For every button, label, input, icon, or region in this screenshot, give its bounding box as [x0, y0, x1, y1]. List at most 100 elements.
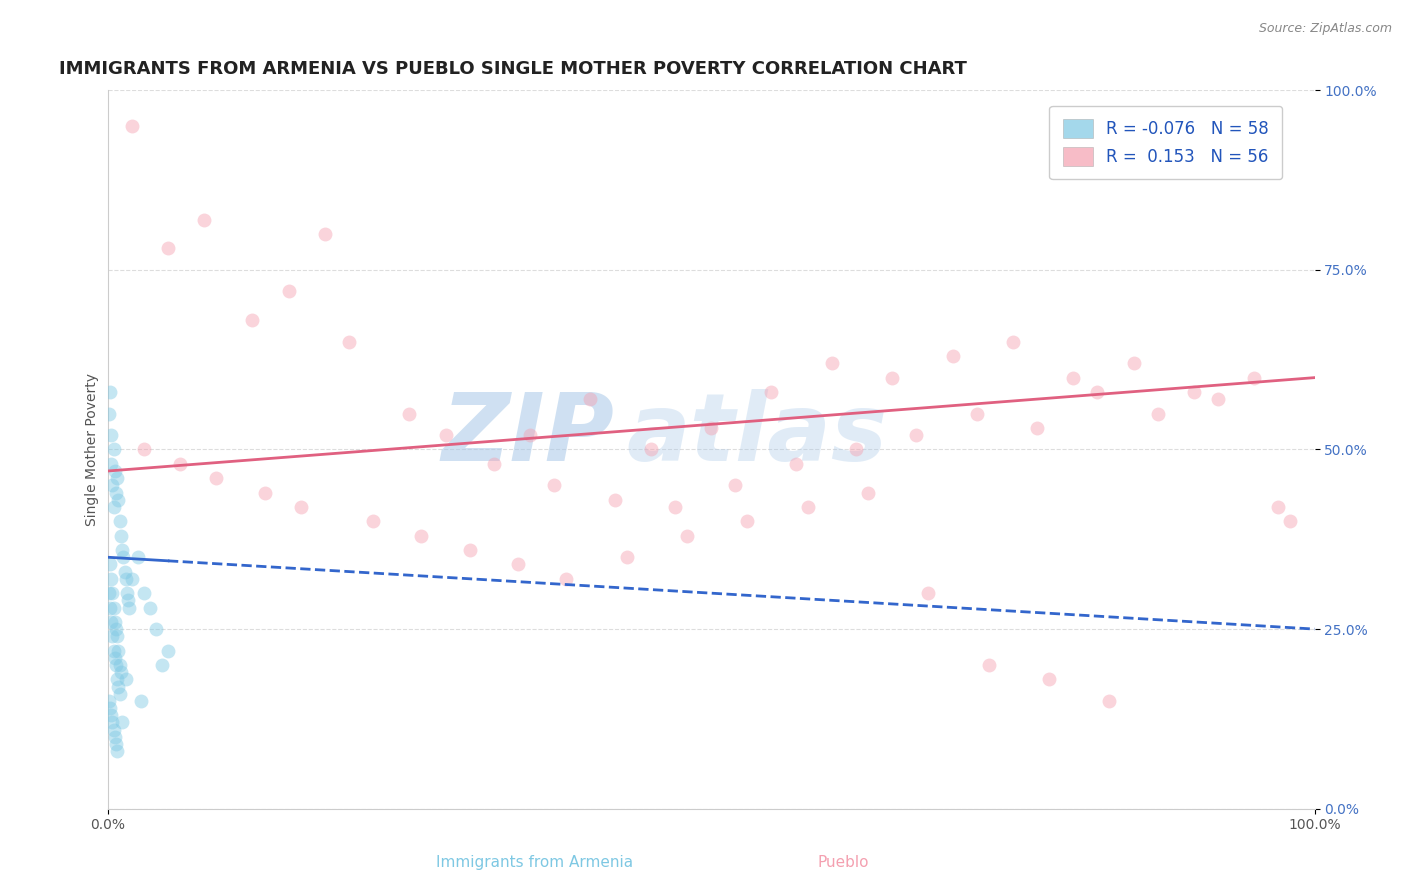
Point: [100, 615, 122, 629]
Point: [97, 407, 120, 421]
Point: [1243, 370, 1265, 384]
Point: [108, 658, 131, 673]
Point: [110, 665, 132, 680]
Point: [107, 680, 129, 694]
Point: [98, 600, 121, 615]
Point: [107, 643, 129, 657]
Point: [253, 485, 276, 500]
Point: [115, 586, 138, 600]
Point: [603, 492, 626, 507]
Point: [434, 428, 457, 442]
Point: [555, 572, 578, 586]
Point: [845, 442, 868, 457]
Point: [482, 457, 505, 471]
Point: [579, 392, 602, 407]
Point: [121, 572, 143, 586]
Point: [941, 349, 963, 363]
Point: [156, 643, 179, 657]
Point: [118, 600, 141, 615]
Point: [121, 119, 143, 133]
Point: [101, 586, 124, 600]
Point: [169, 457, 191, 471]
Point: [100, 457, 122, 471]
Point: [277, 285, 299, 299]
Point: [796, 500, 818, 514]
Point: [97, 694, 120, 708]
Text: Immigrants from Armenia: Immigrants from Armenia: [436, 855, 633, 870]
Point: [108, 687, 131, 701]
Point: [676, 529, 699, 543]
Point: [1279, 514, 1302, 528]
Point: [114, 673, 136, 687]
Point: [543, 478, 565, 492]
Point: [724, 478, 747, 492]
Point: [105, 744, 128, 758]
Point: [101, 478, 124, 492]
Point: [108, 514, 131, 528]
Point: [458, 543, 481, 558]
Point: [193, 212, 215, 227]
Point: [398, 407, 420, 421]
Point: [700, 421, 723, 435]
Point: [1085, 384, 1108, 399]
Point: [105, 622, 128, 636]
Point: [103, 600, 125, 615]
Y-axis label: Single Mother Poverty: Single Mother Poverty: [86, 373, 100, 526]
Point: [1001, 334, 1024, 349]
Point: [145, 622, 167, 636]
Point: [1182, 384, 1205, 399]
Point: [132, 442, 155, 457]
Point: [1098, 694, 1121, 708]
Point: [103, 723, 125, 737]
Point: [97, 586, 120, 600]
Point: [761, 384, 783, 399]
Point: [1146, 407, 1168, 421]
Point: [519, 428, 541, 442]
Point: [664, 500, 686, 514]
Text: ZIP: ZIP: [441, 389, 614, 481]
Legend: R = -0.076   N = 58, R =  0.153   N = 56: R = -0.076 N = 58, R = 0.153 N = 56: [1049, 106, 1282, 179]
Point: [101, 629, 124, 643]
Point: [1206, 392, 1229, 407]
Point: [361, 514, 384, 528]
Point: [977, 658, 1000, 673]
Point: [290, 500, 312, 514]
Point: [1062, 370, 1084, 384]
Point: [821, 356, 844, 370]
Point: [640, 442, 662, 457]
Point: [100, 708, 122, 723]
Point: [1122, 356, 1144, 370]
Point: [127, 550, 149, 565]
Point: [110, 529, 132, 543]
Point: [105, 471, 128, 485]
Point: [205, 471, 228, 485]
Point: [105, 485, 128, 500]
Point: [105, 737, 128, 751]
Point: [111, 543, 134, 558]
Text: IMMIGRANTS FROM ARMENIA VS PUEBLO SINGLE MOTHER POVERTY CORRELATION CHART: IMMIGRANTS FROM ARMENIA VS PUEBLO SINGLE…: [59, 60, 967, 78]
Point: [111, 715, 134, 730]
Point: [966, 407, 988, 421]
Point: [105, 629, 128, 643]
Point: [411, 529, 433, 543]
Point: [856, 485, 879, 500]
Point: [314, 227, 336, 241]
Point: [242, 313, 264, 327]
Point: [337, 334, 360, 349]
Point: [104, 730, 127, 744]
Point: [917, 586, 939, 600]
Point: [114, 565, 136, 579]
Point: [104, 464, 127, 478]
Point: [117, 593, 139, 607]
Point: [1267, 500, 1289, 514]
Point: [103, 643, 125, 657]
Point: [785, 457, 807, 471]
Text: Pueblo: Pueblo: [818, 855, 869, 870]
Point: [98, 558, 121, 572]
Point: [1026, 421, 1049, 435]
Point: [150, 658, 173, 673]
Point: [131, 694, 153, 708]
Text: Source: ZipAtlas.com: Source: ZipAtlas.com: [1258, 22, 1392, 36]
Point: [506, 558, 529, 572]
Point: [132, 586, 155, 600]
